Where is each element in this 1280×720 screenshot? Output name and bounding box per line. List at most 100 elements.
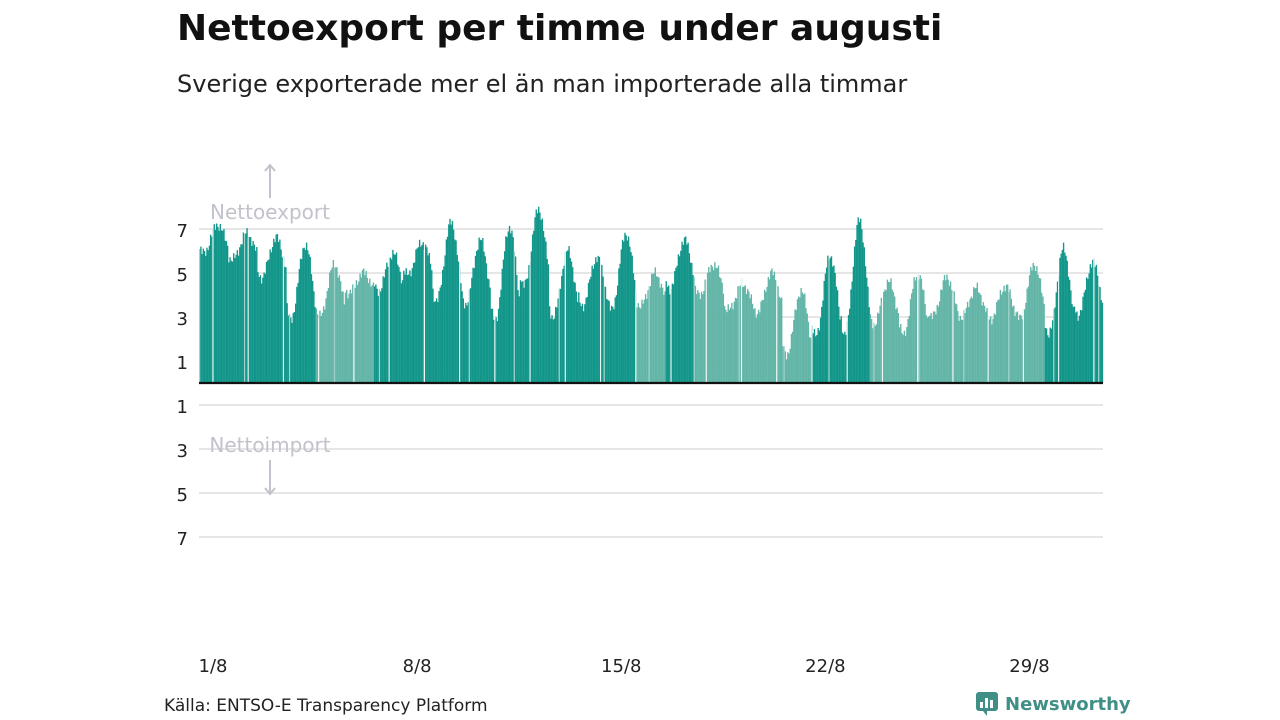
hourly-bar (972, 287, 975, 383)
hourly-bar (708, 267, 710, 383)
hourly-bar (859, 218, 862, 383)
hourly-bar (644, 293, 647, 383)
hourly-bar (530, 251, 533, 383)
hourly-bar (260, 283, 263, 383)
hourly-bar (963, 309, 965, 383)
hourly-bar (1079, 309, 1082, 383)
hourly-bar (1042, 296, 1044, 383)
hourly-bar (287, 315, 290, 383)
hourly-bar (420, 246, 422, 383)
hourly-bar (992, 318, 994, 383)
hourly-bar (547, 264, 550, 383)
y-tick-label: 7 (177, 529, 188, 550)
hourly-bar (991, 324, 993, 383)
hourly-bar (573, 281, 575, 383)
hourly-bar (739, 285, 742, 383)
hourly-bar (450, 224, 452, 383)
hourly-bar (883, 291, 885, 383)
hourly-bar (737, 286, 739, 383)
hourly-bar (1048, 337, 1050, 383)
hourly-bar (951, 290, 953, 383)
brand-logo[interactable]: Newsworthy (975, 691, 1131, 717)
hourly-bar (934, 311, 936, 383)
hourly-bar (661, 287, 664, 383)
hourly-bar (746, 289, 749, 383)
hourly-bar (1011, 306, 1014, 383)
hourly-bar (1030, 267, 1032, 383)
hourly-bar (281, 257, 283, 383)
hourly-bar (395, 252, 398, 383)
hourly-bar (802, 294, 805, 383)
hourly-bar (527, 278, 529, 383)
hourly-bar (969, 299, 971, 383)
hourly-bar (750, 294, 752, 383)
hourly-bar (714, 262, 716, 383)
hourly-bar (308, 254, 310, 383)
hourly-bar (1041, 292, 1043, 383)
hourly-bar (931, 318, 934, 383)
hourly-bar (721, 282, 723, 383)
hourly-bar (1031, 270, 1033, 383)
hourly-bar (968, 307, 970, 383)
hourly-bar (228, 262, 230, 383)
hourly-bar (482, 238, 484, 383)
hourly-bar (607, 299, 609, 383)
hourly-bar (502, 259, 505, 383)
hourly-bar (1003, 285, 1005, 383)
bar-gap (635, 290, 637, 383)
hourly-bar (296, 286, 298, 383)
hourly-bar (894, 296, 896, 383)
hourly-bar (336, 267, 338, 383)
hourly-bar (699, 298, 701, 383)
hourly-bar (254, 250, 257, 383)
hourly-bar (294, 303, 297, 383)
hourly-bar (205, 255, 207, 383)
hourly-bar (1007, 284, 1009, 383)
hourly-bar (433, 302, 435, 383)
hourly-bar (399, 271, 401, 383)
hourly-bar (1043, 303, 1045, 383)
hourly-bar (386, 262, 388, 383)
hourly-bar (1088, 273, 1090, 383)
hourly-bar (966, 301, 969, 383)
hourly-bar (552, 319, 554, 383)
hourly-bar (290, 317, 292, 383)
hourly-bar (930, 313, 932, 383)
hourly-bar (851, 281, 853, 383)
hourly-bar (799, 297, 801, 383)
hourly-bar (907, 318, 909, 383)
hourly-bar (332, 260, 335, 383)
hourly-bar (1085, 277, 1088, 383)
hourly-bar (518, 296, 520, 383)
hourly-bar (818, 330, 821, 383)
hourly-bar (326, 291, 328, 383)
bar-gap (881, 301, 884, 383)
hourly-bar (658, 277, 660, 383)
hourly-bar (779, 298, 782, 383)
hourly-bar (1077, 320, 1079, 383)
hourly-bar (1047, 335, 1049, 383)
hourly-bar (567, 250, 569, 383)
hourly-bar (445, 239, 448, 383)
hourly-bar (539, 212, 541, 383)
hourly-bar (613, 309, 615, 383)
hourly-bar (666, 286, 669, 383)
hourly-bar (576, 301, 579, 383)
hourly-bar (1089, 264, 1091, 383)
hourly-bar (693, 276, 695, 383)
hourly-bar (941, 289, 943, 383)
hourly-bar (1078, 315, 1081, 383)
hourly-bar (291, 322, 293, 383)
hourly-bar (788, 353, 790, 383)
hourly-bar (841, 332, 844, 383)
hourly-bar (785, 359, 788, 383)
hourly-bar (446, 236, 449, 383)
hourly-bar (884, 289, 886, 383)
hourly-bar (234, 258, 236, 383)
hourly-bar (817, 328, 819, 383)
bar-series (199, 206, 1104, 383)
hourly-bar (381, 288, 383, 383)
hourly-bar (1084, 289, 1087, 383)
hourly-bar (363, 268, 365, 383)
hourly-bar (538, 206, 540, 383)
